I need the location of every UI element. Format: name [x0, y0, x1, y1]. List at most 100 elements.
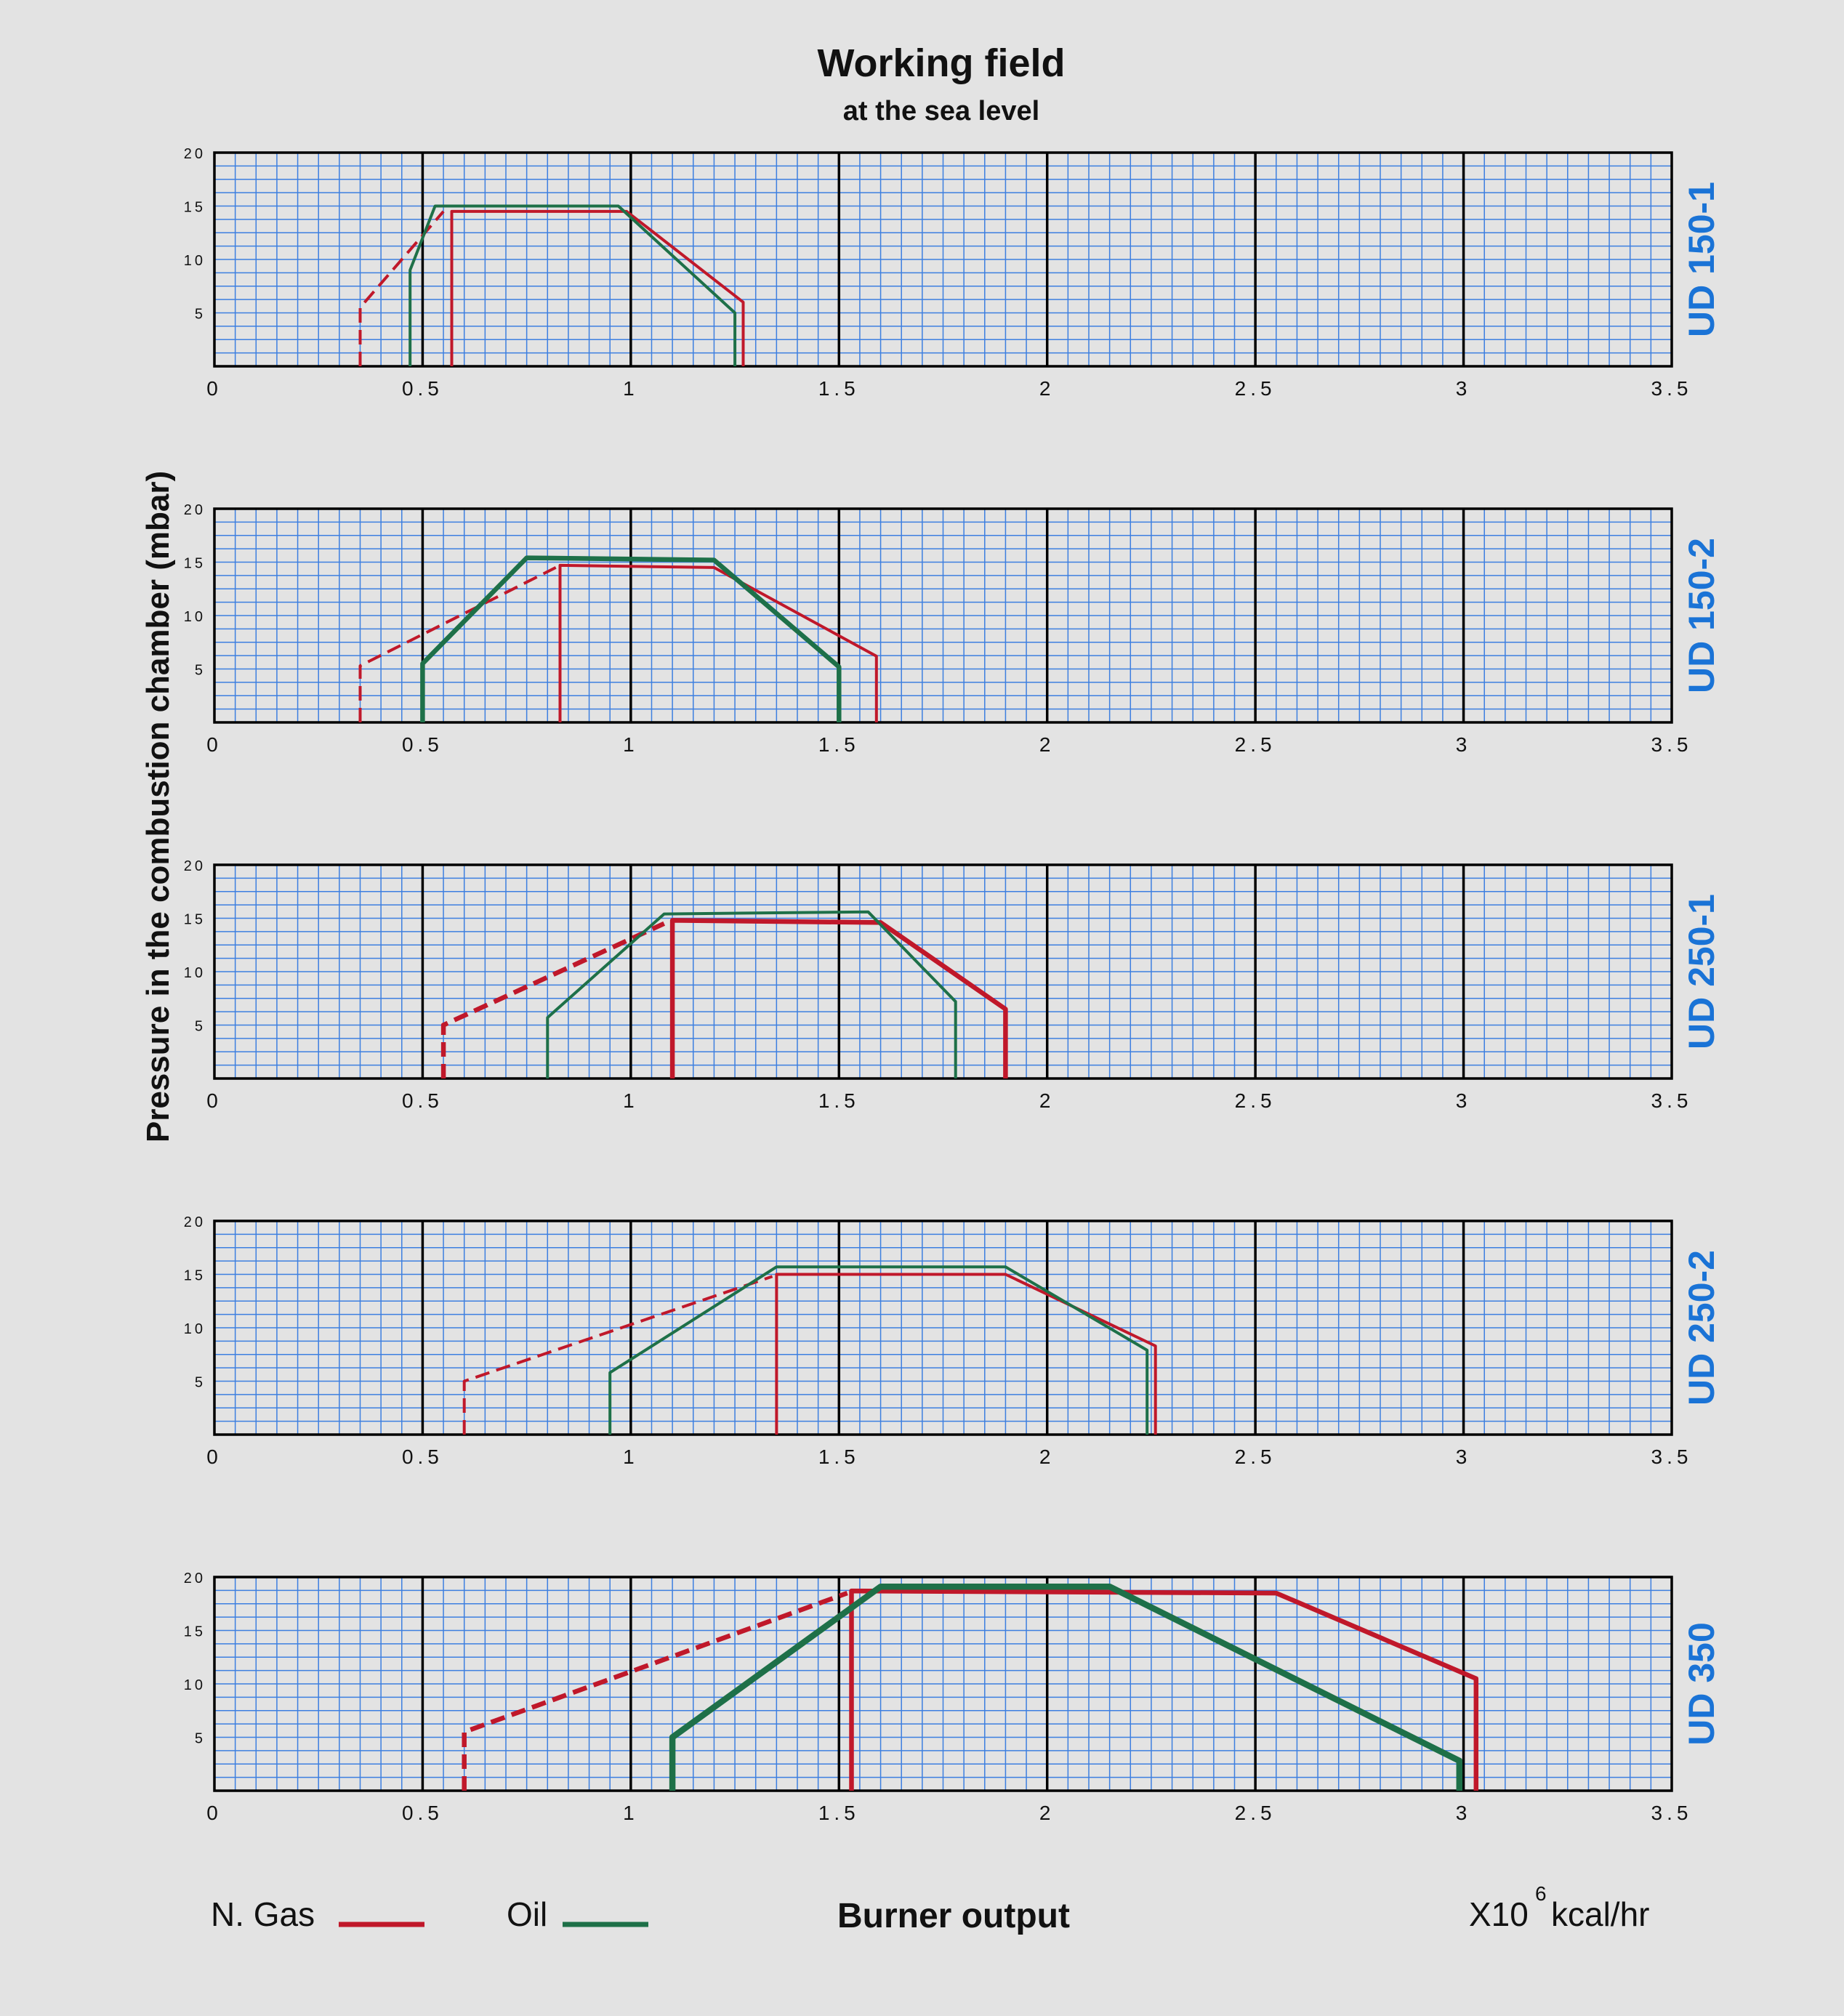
x-tick-label: 2 [1039, 1802, 1055, 1824]
gas-series-line [558, 563, 878, 722]
panel-4: 0 0.5 1 1.5 2 2.5 3 3.5 5 10 15 20 UD 350 [184, 1571, 1722, 1824]
y-tick-label: 5 [195, 663, 206, 679]
gas-series-line [462, 1591, 848, 1791]
y-tick-label: 15 [184, 556, 206, 572]
x-tick-label: 0 [206, 733, 222, 756]
x-tick-label: 2 [1039, 1089, 1055, 1112]
y-tick-label: 10 [184, 965, 206, 981]
oil-series-line [669, 1583, 1463, 1791]
x-tick-label: 1 [623, 377, 639, 400]
plot-frame [213, 151, 1673, 368]
y-axis-label: Pressure in the combustion chamber (mbar… [140, 471, 176, 1142]
legend-oil-label: Oil [507, 1895, 547, 1933]
gas-series-line [775, 1273, 1157, 1435]
x-tick-label: 2.5 [1235, 733, 1276, 756]
y-tick-label: 15 [184, 1268, 206, 1284]
y-tick-label: 5 [195, 1019, 206, 1035]
panel-model-label: UD 250-1 [1681, 894, 1722, 1049]
x-tick-label: 1 [623, 1446, 639, 1468]
panel-model-label: UD 350 [1681, 1622, 1722, 1746]
x-tick-label: 1 [623, 1089, 639, 1112]
gas-series-line [450, 209, 745, 366]
y-tick-label: 10 [184, 1677, 206, 1693]
x-tick-label: 1.5 [818, 377, 860, 400]
x-tick-label: 0 [206, 1446, 222, 1468]
y-tick-label: 20 [184, 1571, 206, 1586]
x-tick-label: 1.5 [818, 1802, 860, 1824]
oil-series-line [608, 1265, 1149, 1435]
plot-frame [213, 1576, 1673, 1792]
x-tick-label: 0 [206, 1089, 222, 1112]
x-tick-label: 0 [206, 1802, 222, 1824]
plot-frame [213, 1219, 1673, 1436]
panel-0: 0 0.5 1 1.5 2 2.5 3 3.5 5 10 15 20 UD 150-1 [184, 146, 1722, 400]
plot-frame [213, 863, 1673, 1080]
unit-rest: kcal/hr [1551, 1895, 1649, 1933]
gas-series-line [358, 566, 557, 722]
x-tick-label: 1.5 [818, 1446, 860, 1468]
x-tick-label: 3.5 [1651, 377, 1693, 400]
x-tick-label: 0.5 [402, 1802, 443, 1824]
plot-frame [213, 507, 1673, 724]
chart-title: Working field [817, 41, 1065, 85]
unit-exponent: 6 [1535, 1882, 1547, 1905]
gas-series-line [358, 210, 445, 366]
x-tick-label: 3.5 [1651, 1802, 1693, 1824]
y-tick-label: 20 [184, 1214, 206, 1230]
x-tick-label: 3 [1456, 377, 1472, 400]
unit-label: X10 6 kcal/hr [1469, 1882, 1649, 1933]
x-tick-label: 1.5 [818, 733, 860, 756]
panel-3: 0 0.5 1 1.5 2 2.5 3 3.5 5 10 15 20 UD 250-2 [184, 1214, 1722, 1468]
x-tick-label: 1.5 [818, 1089, 860, 1112]
gas-series-line [849, 1588, 1479, 1791]
oil-series-line [546, 910, 957, 1078]
x-tick-label: 2 [1039, 733, 1055, 756]
oil-series-line [420, 555, 842, 722]
x-tick-label: 0.5 [402, 377, 443, 400]
y-tick-label: 15 [184, 1624, 206, 1640]
x-tick-label: 3.5 [1651, 1446, 1693, 1468]
y-tick-label: 20 [184, 858, 206, 874]
y-tick-label: 10 [184, 609, 206, 625]
x-tick-label: 0.5 [402, 1089, 443, 1112]
y-tick-label: 10 [184, 253, 206, 269]
x-tick-label: 3 [1456, 1446, 1472, 1468]
x-tick-label: 0.5 [402, 733, 443, 756]
x-tick-label: 2 [1039, 1446, 1055, 1468]
panel-1: 0 0.5 1 1.5 2 2.5 3 3.5 5 10 15 20 UD 150-2 [184, 502, 1722, 756]
legend-gas-label: N. Gas [211, 1895, 315, 1933]
x-tick-label: 3.5 [1651, 733, 1693, 756]
x-tick-label: 1 [623, 733, 639, 756]
y-tick-label: 5 [195, 307, 206, 323]
panel-model-label: UD 150-1 [1681, 182, 1722, 337]
x-tick-label: 0 [206, 377, 222, 400]
legend: N. Gas Oil [211, 1895, 648, 1933]
y-tick-label: 15 [184, 912, 206, 928]
y-tick-label: 20 [184, 146, 206, 162]
x-tick-label: 3 [1456, 1802, 1472, 1824]
y-tick-label: 20 [184, 502, 206, 518]
oil-series-line [408, 204, 737, 366]
x-tick-label: 2.5 [1235, 1802, 1276, 1824]
x-tick-label: 3 [1456, 1089, 1472, 1112]
y-tick-label: 5 [195, 1731, 206, 1747]
x-tick-label: 3.5 [1651, 1089, 1693, 1112]
gas-series-line [440, 921, 666, 1078]
unit-base: X10 [1469, 1895, 1529, 1933]
panel-model-label: UD 250-2 [1681, 1250, 1722, 1406]
x-tick-label: 3 [1456, 733, 1472, 756]
gas-series-line [462, 1275, 773, 1435]
y-tick-label: 10 [184, 1321, 206, 1337]
gas-series-line [669, 918, 1008, 1078]
x-axis-label: Burner output [837, 1897, 1070, 1935]
x-tick-label: 1 [623, 1802, 639, 1824]
y-tick-label: 5 [195, 1375, 206, 1391]
x-tick-label: 2.5 [1235, 377, 1276, 400]
x-tick-label: 2.5 [1235, 1446, 1276, 1468]
y-tick-label: 15 [184, 200, 206, 216]
x-tick-label: 2.5 [1235, 1089, 1276, 1112]
x-tick-label: 0.5 [402, 1446, 443, 1468]
chart-subtitle: at the sea level [843, 96, 1039, 126]
